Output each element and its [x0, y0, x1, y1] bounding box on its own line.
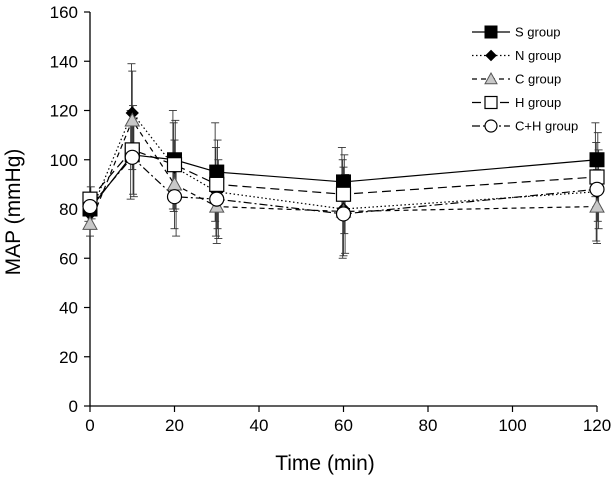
x-tick-label: 60 — [334, 416, 353, 435]
legend-label-n-group: N group — [515, 48, 561, 63]
legend-marker-n-group — [485, 49, 497, 62]
point-h-group — [209, 176, 225, 192]
y-tick-label: 60 — [59, 249, 78, 268]
y-tick-label: 0 — [69, 397, 78, 416]
point-h-group — [335, 186, 352, 202]
legend-marker-c-group — [484, 71, 498, 85]
point-c-h-group — [82, 198, 98, 215]
series-line-c-h-group — [89, 156, 598, 215]
data-markers — [82, 106, 605, 230]
x-tick-label: 40 — [250, 416, 269, 435]
series-line-s-group — [89, 154, 598, 210]
series-line-h-group — [89, 149, 598, 200]
legend-marker-s-group — [484, 25, 498, 39]
error-bars — [84, 63, 603, 259]
point-c-h-group — [589, 181, 605, 197]
axes: 0 20 40 60 80 100 120 140 160 0 20 40 60 80 100 120 — [50, 3, 612, 435]
series-line-n-group — [89, 111, 598, 215]
y-tick-label: 20 — [59, 348, 78, 367]
x-tick-label: 20 — [165, 416, 184, 435]
y-axis-title: MAP (mmHg) — [2, 149, 25, 276]
y-tick-label: 80 — [59, 200, 78, 219]
y-tick-label: 160 — [50, 3, 78, 22]
point-s-group — [589, 152, 605, 168]
x-tick-label: 100 — [498, 416, 526, 435]
point-c-h-group — [335, 206, 352, 222]
legend-label-s-group: S group — [515, 25, 561, 40]
point-c-h-group — [124, 149, 140, 165]
legend-label-c-h-group: C+H group — [515, 119, 578, 134]
point-h-group — [166, 157, 183, 173]
point-c-h-group — [209, 191, 225, 207]
point-c-group — [124, 112, 141, 127]
point-c-h-group — [166, 189, 183, 205]
series-line-c-group — [89, 119, 598, 225]
y-tick-label: 140 — [50, 52, 78, 71]
x-tick-label: 0 — [85, 416, 94, 435]
x-tick-label: 120 — [583, 416, 611, 435]
y-tick-label: 100 — [50, 151, 78, 170]
point-c-group — [589, 198, 605, 213]
legend: S group N group C group H group C+H group — [472, 25, 578, 134]
x-tick-label: 80 — [419, 416, 438, 435]
series-lines — [89, 111, 598, 225]
legend-label-c-group: C group — [515, 72, 561, 87]
legend-marker-c-h-group — [484, 119, 498, 133]
y-tick-label: 40 — [59, 299, 78, 318]
x-axis-title: Time (min) — [275, 452, 375, 475]
point-c-group — [82, 215, 98, 230]
legend-label-h-group: H group — [515, 95, 561, 110]
legend-marker-h-group — [484, 95, 498, 110]
point-c-group — [166, 176, 183, 191]
y-tick-label: 120 — [50, 102, 78, 121]
